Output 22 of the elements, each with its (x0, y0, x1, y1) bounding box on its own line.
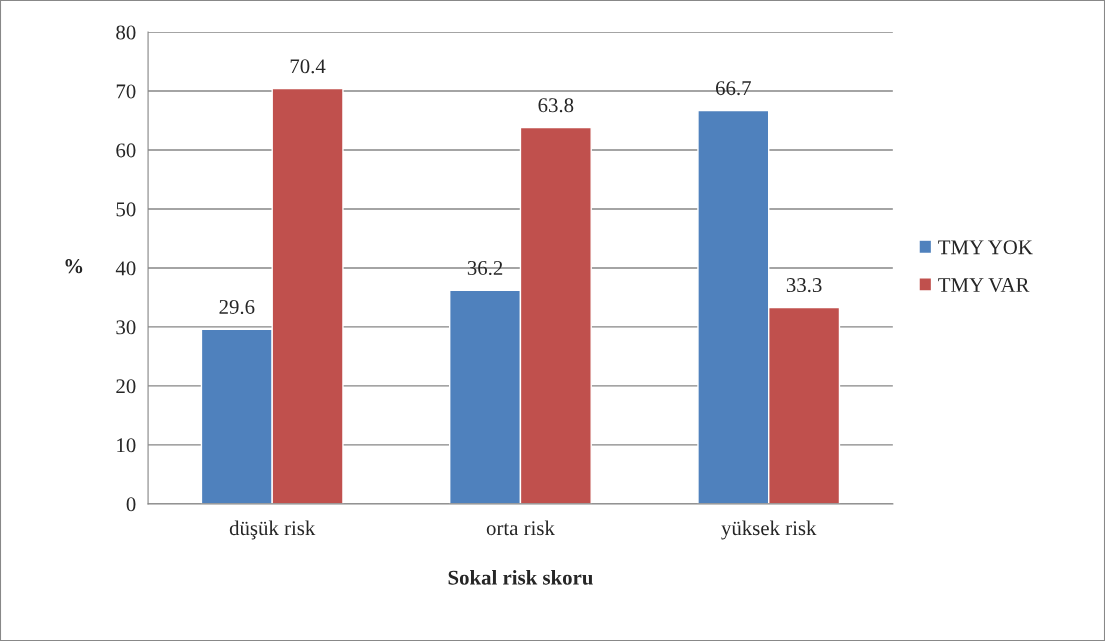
x-axis-title: Sokal risk skoru (448, 570, 593, 585)
data-label: 63.8 (538, 98, 574, 113)
x-tick-label: orta risk (486, 520, 555, 536)
x-tick-label: düşük risk (229, 520, 316, 540)
y-tick-label: 80 (116, 25, 136, 40)
y-tick-label: 70 (116, 84, 136, 99)
y-tick-label: 40 (115, 261, 136, 276)
data-label: 66.7 (716, 81, 751, 96)
y-tick-label: 20 (116, 379, 136, 394)
x-tick-label: yüksek risk (721, 520, 817, 540)
data-label: 33.3 (786, 278, 822, 293)
data-label: 70.4 (290, 59, 326, 74)
data-label: 36.2 (467, 261, 503, 276)
y-tick-label: 0 (126, 497, 136, 512)
y-tick-label: 30 (116, 320, 136, 335)
y-tick-label: 10 (117, 438, 136, 453)
y-tick-label: 60 (116, 143, 136, 158)
data-label: 29.6 (219, 299, 255, 315)
y-axis-title: % (65, 259, 83, 274)
y-tick-label: 50 (116, 202, 136, 217)
legend-label: TMY YOK (938, 240, 1033, 255)
legend-label: TMY VAR (938, 278, 1030, 293)
